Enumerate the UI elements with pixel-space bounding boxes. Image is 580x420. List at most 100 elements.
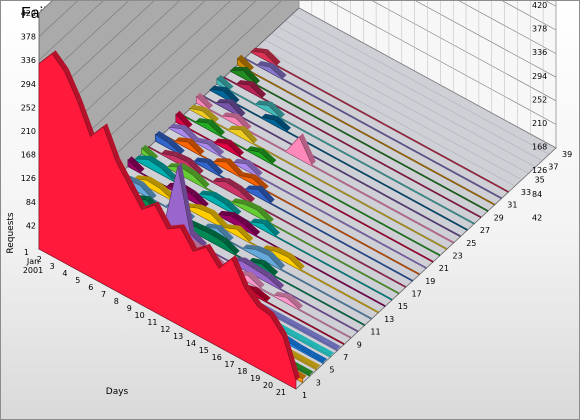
series-ribbon-face [38, 53, 297, 390]
series-ribbon-top [274, 116, 291, 132]
series-ribbon-face [182, 114, 441, 257]
series-ribbon-top [286, 294, 304, 310]
series-ribbon-top [64, 68, 82, 102]
series-ribbon-top [257, 206, 274, 223]
series-ribbon-top [190, 230, 208, 247]
y-tick-label: 294 [532, 72, 547, 81]
series-ribbon-top [275, 247, 292, 258]
series-ribbon [196, 92, 454, 244]
series-ribbon-top [245, 185, 262, 190]
x-tick-label: 7 [101, 290, 106, 299]
series-ribbon-top [167, 224, 185, 230]
wall-gridline [38, 1, 557, 226]
series-ribbon-top [147, 155, 165, 168]
wall-gridline [38, 1, 557, 132]
series-ribbon-top [304, 338, 322, 350]
series-ribbon-top [227, 139, 244, 156]
series-ribbon-top [238, 186, 255, 203]
z-tick-label: 5 [329, 366, 334, 375]
series-ribbon-top [103, 123, 120, 162]
x-tick-label: 4 [62, 269, 67, 278]
series-ribbon-face [216, 77, 475, 225]
x-tick-label: 11 [147, 318, 157, 327]
series-ribbon-top [187, 138, 205, 155]
series-ribbon-top [128, 182, 146, 210]
x-tick-label: 20 [263, 381, 273, 390]
series-ribbon-top [297, 344, 315, 356]
series-ribbon-top [230, 66, 248, 71]
series-ribbon-top [168, 139, 185, 154]
series-ribbon-top [261, 113, 279, 120]
floor-gridline [257, 45, 516, 187]
series-ribbon-top [268, 251, 286, 269]
series-ribbon-top [161, 149, 178, 156]
z-tick-label: 23 [453, 252, 463, 261]
series-ribbon-top [257, 302, 275, 316]
series-ribbon-top [189, 104, 207, 111]
series-ribbon-top [193, 171, 210, 188]
series-ribbon-top [288, 253, 305, 270]
series-ribbon-top [258, 185, 275, 203]
series-ribbon-top [223, 238, 240, 255]
x-tick-label: 14 [186, 339, 196, 348]
z-tick-label: 35 [535, 175, 545, 184]
series-ribbon-top [207, 140, 225, 156]
series-ribbon-top [249, 81, 267, 98]
series-ribbon-top [303, 358, 321, 369]
series-ribbon-face [250, 50, 509, 193]
y-tick-label: 336 [532, 48, 547, 57]
z-tick-label: 1 [302, 391, 307, 400]
y-tick-label: 420 [21, 9, 36, 18]
series-ribbon-top [197, 224, 214, 234]
x-tick-label: 3 [50, 262, 55, 271]
series-ribbon-top [187, 158, 204, 175]
z-tick-label: 11 [370, 328, 380, 337]
series-ribbon-top [246, 146, 264, 153]
wall-gridline [38, 1, 129, 85]
y-tick-label: 210 [532, 119, 547, 128]
series-ribbon-top [310, 351, 328, 363]
series-ribbon-top [243, 67, 260, 85]
x-tick-label: 13 [173, 332, 183, 341]
series-ribbon-face [244, 56, 502, 200]
series-ribbon [161, 133, 420, 276]
series-ribbon-top [51, 50, 69, 72]
z-tick-label: 19 [425, 277, 435, 286]
series-ribbon-top [198, 204, 215, 214]
series-ribbon-face [161, 133, 420, 276]
series-ribbon-top [196, 92, 213, 109]
z-tick-label: 39 [562, 150, 572, 159]
wall-gridline [38, 1, 557, 108]
series-ribbon-top [127, 176, 144, 186]
series-ribbon-top [273, 291, 291, 298]
series-ribbon [216, 75, 475, 225]
y-axis-label: Requests [6, 212, 16, 254]
series-ribbon-top [254, 265, 272, 278]
z-tick-label: 37 [548, 163, 558, 172]
y-tick-label: 336 [21, 56, 36, 65]
x-tick-label: 18 [237, 367, 247, 376]
series-ribbon-top [261, 260, 279, 276]
series-ribbon-face [196, 95, 454, 244]
series-ribbon-top [225, 178, 243, 190]
y-tick-label: 42 [532, 213, 542, 222]
series-ribbon-top [283, 333, 300, 381]
axis-labels: 1357911131517192123252729313335373912345… [21, 1, 572, 400]
series-ribbon-top [299, 133, 316, 165]
y-tick-label: 168 [21, 151, 36, 160]
series-ribbon-top [206, 243, 223, 269]
series-ribbon-top [270, 63, 287, 79]
series-ribbon-top [224, 200, 242, 215]
z-tick-label: 25 [466, 239, 476, 248]
series-ribbon-top [259, 148, 277, 164]
floor-gridline [278, 26, 536, 168]
series-ribbon [230, 66, 488, 212]
series-ribbon-top [141, 201, 159, 210]
series-ribbon-top [244, 200, 261, 211]
series-ribbon-top [262, 245, 280, 252]
y-tick-label: 378 [21, 33, 36, 42]
z-tick-label: 15 [398, 302, 408, 311]
series-ribbon-top [234, 113, 252, 130]
series-ribbon-face [237, 57, 495, 206]
